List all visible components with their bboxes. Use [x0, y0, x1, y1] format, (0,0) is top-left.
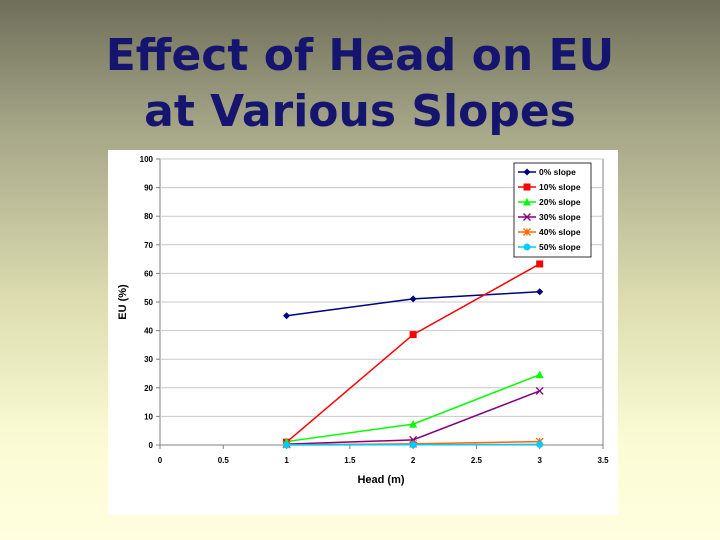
y-tick-label-10: 10 [144, 412, 153, 421]
x-tick-label-1: 1 [284, 456, 289, 465]
slide-title: Effect of Head on EU at Various Slopes [0, 28, 720, 140]
legend-item-3: 30% slope [518, 212, 581, 222]
y-tick-label-90: 90 [144, 184, 153, 193]
x-tick-label-1.5: 1.5 [344, 456, 356, 465]
slide-title-line-1: Effect of Head on EU [105, 30, 615, 81]
point-5-1 [409, 441, 417, 449]
legend-item-5: 50% slope [518, 242, 581, 252]
y-tick-label-40: 40 [144, 327, 153, 336]
point-0-0 [283, 312, 291, 320]
y-tick-label-0: 0 [149, 441, 154, 450]
legend-marker-1 [523, 183, 531, 191]
x-tick-label-0: 0 [158, 456, 163, 465]
point-0-1 [409, 295, 417, 303]
series-0 [283, 288, 544, 320]
y-tick-label-50: 50 [144, 298, 153, 307]
legend-item-1: 10% slope [518, 182, 581, 192]
slide-title-line-2: at Various Slopes [144, 86, 576, 137]
y-axis-label: EU (%) [117, 284, 129, 320]
legend-marker-0 [523, 168, 531, 176]
legend-marker-3 [523, 213, 531, 221]
legend-item-2: 20% slope [518, 197, 581, 207]
series-group [282, 260, 544, 449]
legend-marker-4 [523, 228, 531, 236]
y-tick-label-30: 30 [144, 355, 153, 364]
point-2-2 [535, 370, 544, 379]
x-tick-label-0.5: 0.5 [218, 456, 230, 465]
legend-label-1: 10% slope [539, 182, 581, 192]
legend-marker-5 [523, 243, 531, 251]
y-tick-label-70: 70 [144, 241, 153, 250]
legend-item-0: 0% slope [518, 167, 576, 177]
y-tick-label-60: 60 [144, 269, 153, 278]
y-tick-label-80: 80 [144, 212, 153, 221]
legend-marker-2 [523, 198, 531, 206]
legend-label-2: 20% slope [539, 197, 581, 207]
legend: 0% slope 10% slope 20% slope 30% slope 40% s… [513, 162, 592, 258]
point-2-1 [409, 420, 418, 428]
point-1-1 [409, 331, 417, 339]
y-tick-label-20: 20 [144, 384, 153, 393]
legend-box [513, 162, 592, 258]
series-5 [283, 440, 544, 449]
y-tick-label-100: 100 [140, 155, 154, 164]
point-5-0 [283, 441, 291, 449]
x-tick-label-2.5: 2.5 [471, 456, 483, 465]
x-axis-label: Head (m) [357, 474, 404, 486]
point-1-2 [536, 260, 544, 268]
legend-item-4: 40% slope [518, 227, 581, 237]
point-5-2 [536, 440, 544, 448]
legend-label-4: 40% slope [539, 227, 581, 237]
point-0-2 [536, 288, 544, 296]
x-tick-label-3.5: 3.5 [597, 456, 609, 465]
legend-label-5: 50% slope [539, 242, 581, 252]
y-tick-labels: 0 10 20 30 40 50 60 70 80 90 100 [140, 155, 154, 450]
legend-label-0: 0% slope [539, 167, 576, 177]
x-tick-label-3: 3 [537, 456, 542, 465]
point-3-2 [535, 386, 544, 395]
x-tick-label-2: 2 [411, 456, 416, 465]
legend-label-3: 30% slope [539, 212, 581, 222]
x-tick-labels: 0 0.5 1 1.5 2 2.5 3 3.5 [158, 456, 609, 465]
